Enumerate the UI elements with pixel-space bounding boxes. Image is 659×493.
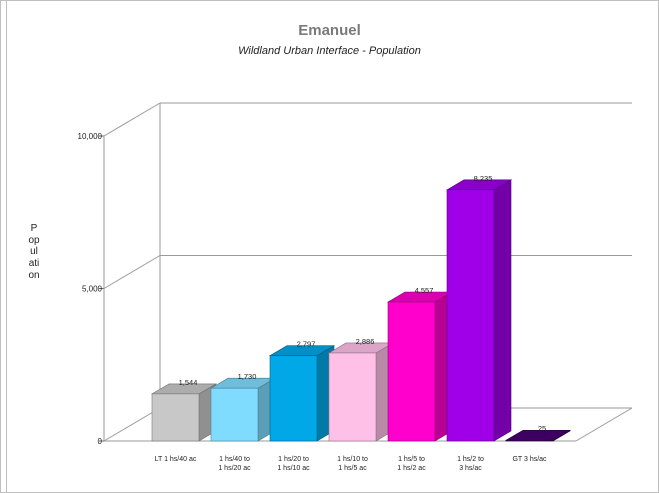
wall-diagonal-2 [103, 102, 161, 137]
wall-diagonal-1 [103, 255, 161, 289]
bar-side-5 [493, 179, 512, 442]
y-tick-label-2: 10,000 [78, 132, 103, 141]
bar-front-4 [387, 301, 436, 442]
x-tick-label-3-0: 1 hs/10 to [337, 456, 368, 463]
bar-front-1 [210, 387, 259, 442]
y-tick-label-0: 0 [98, 437, 103, 446]
chart-bars [150, 179, 572, 442]
data-label-5: 8,235 [474, 174, 493, 183]
data-label-0: 1,544 [179, 378, 198, 387]
bar-front-5 [446, 189, 495, 442]
bar-3 [327, 342, 395, 442]
data-label-6: 25 [538, 424, 546, 433]
bar-front-0 [151, 393, 200, 442]
x-tick-label-4-0: 1 hs/5 to [398, 456, 425, 463]
data-label-4: 4,557 [415, 286, 434, 295]
bar-2 [268, 345, 336, 442]
y-tick-label-1: 5,000 [82, 285, 103, 294]
bar-0 [150, 383, 218, 442]
data-label-3: 2,886 [356, 337, 375, 346]
chart-subtitle: Wildland Urban Interface - Population [238, 45, 421, 57]
bar-front-6 [505, 439, 554, 442]
x-tick-label-2-1: 1 hs/10 ac [277, 465, 310, 472]
bar-front-3 [328, 352, 377, 442]
chart-labels: 0 5,000 10,000 1,544 LT 1 hs/40 ac 1,730 1 hs/… [78, 132, 548, 472]
bar-6 [504, 429, 572, 442]
bar-front-2 [269, 355, 318, 442]
bar-1 [209, 377, 277, 442]
x-tick-label-3-1: 1 hs/5 ac [338, 465, 367, 472]
x-tick-label-5-1: 3 hs/ac [459, 465, 482, 472]
y-axis-label: Population [28, 223, 40, 281]
x-tick-label-6-0: GT 3 hs/ac [512, 456, 547, 463]
bar-5 [445, 179, 513, 442]
wall-diagonal-0 [103, 407, 161, 442]
left-border [6, 0, 7, 493]
x-tick-label-2-0: 1 hs/20 to [278, 456, 309, 463]
data-label-2: 2,797 [297, 340, 316, 349]
x-tick-label-0-0: LT 1 hs/40 ac [155, 456, 197, 463]
floor-right-edge [575, 407, 633, 442]
bar-4 [386, 291, 454, 442]
x-tick-label-4-1: 1 hs/2 ac [397, 465, 426, 472]
x-tick-label-1-0: 1 hs/40 to [219, 456, 250, 463]
x-tick-label-5-0: 1 hs/2 to [457, 456, 484, 463]
data-label-1: 1,730 [238, 372, 257, 381]
chart-title: Emanuel [298, 22, 361, 39]
x-tick-label-1-1: 1 hs/20 ac [218, 465, 251, 472]
